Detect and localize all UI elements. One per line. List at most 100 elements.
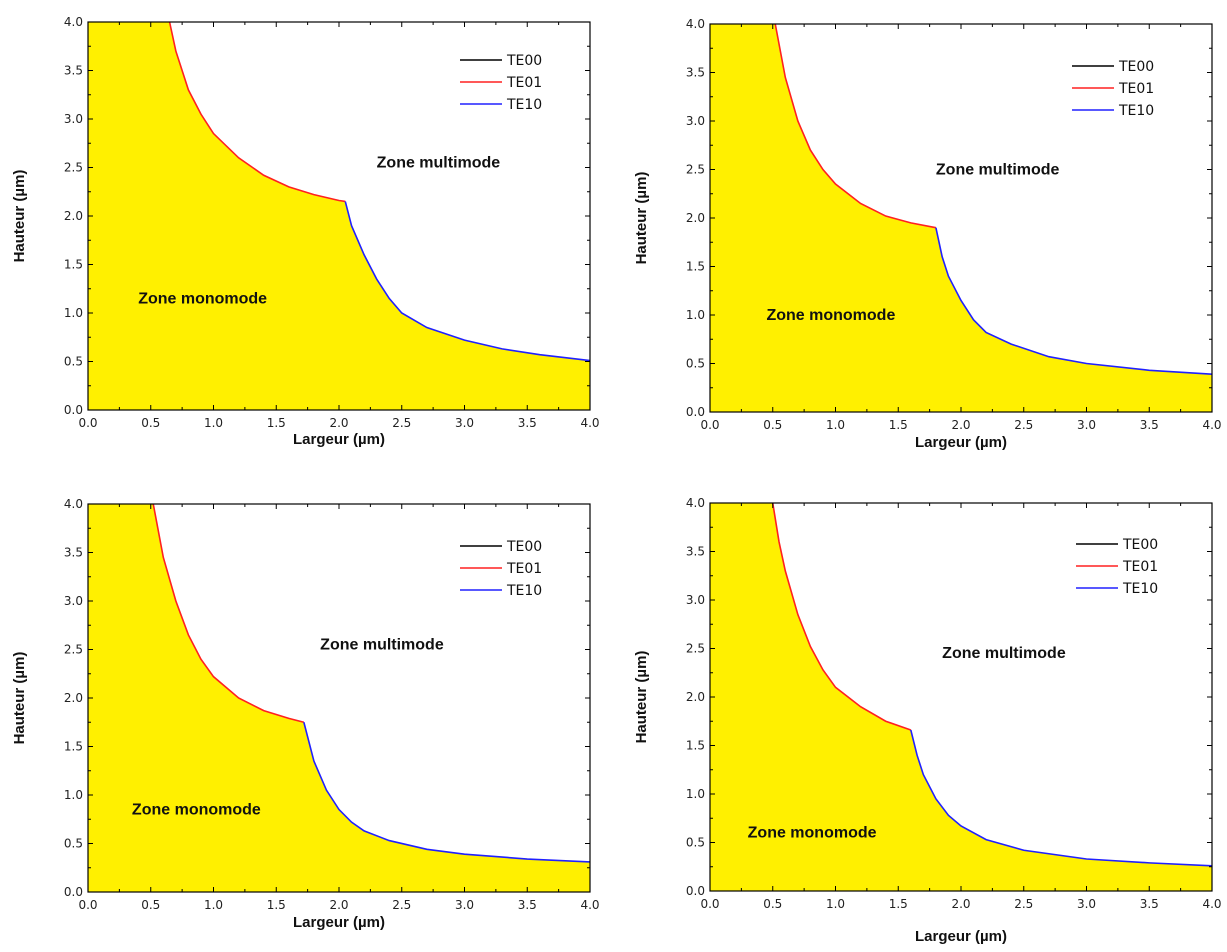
y-tick-label: 4.0 bbox=[686, 496, 705, 510]
y-tick-label: 2.5 bbox=[686, 642, 705, 656]
x-tick-label: 0.0 bbox=[78, 898, 97, 912]
x-tick-label: 1.0 bbox=[826, 418, 845, 432]
y-tick-label: 2.0 bbox=[64, 209, 83, 223]
te10-curve bbox=[935, 227, 1213, 375]
x-tick-label: 1.0 bbox=[826, 897, 845, 911]
legend-label-te00: TE00 bbox=[506, 539, 542, 555]
zone-multimode-label: Zone multimode bbox=[320, 637, 444, 654]
y-tick-label: 1.0 bbox=[64, 306, 83, 320]
te10-curve bbox=[910, 729, 1213, 867]
y-tick-label: 3.5 bbox=[686, 545, 705, 559]
y-tick-label: 0.0 bbox=[686, 405, 705, 419]
x-tick-label: 1.5 bbox=[889, 897, 908, 911]
x-tick-label: 3.0 bbox=[455, 416, 474, 430]
zone-multimode-label: Zone multimode bbox=[936, 161, 1060, 178]
x-tick-label: 2.0 bbox=[951, 897, 970, 911]
x-axis-title: Largeur (µm) bbox=[293, 914, 385, 931]
x-tick-label: 1.0 bbox=[204, 416, 223, 430]
legend-label-te10: TE10 bbox=[1118, 103, 1154, 119]
y-tick-label: 2.0 bbox=[686, 690, 705, 704]
legend-label-te00: TE00 bbox=[506, 53, 542, 69]
x-tick-label: 1.5 bbox=[889, 418, 908, 432]
y-tick-label: 0.5 bbox=[64, 355, 83, 369]
y-tick-label: 4.0 bbox=[64, 497, 83, 511]
y-tick-label: 4.0 bbox=[64, 15, 83, 29]
te01-curve bbox=[168, 21, 346, 203]
monomode-region bbox=[88, 22, 590, 410]
y-tick-label: 1.0 bbox=[686, 787, 705, 801]
y-tick-label: 0.0 bbox=[64, 885, 83, 899]
y-tick-label: 3.0 bbox=[64, 594, 83, 608]
x-tick-label: 0.5 bbox=[763, 418, 782, 432]
legend-label-te01: TE01 bbox=[1118, 81, 1154, 97]
x-tick-label: 4.0 bbox=[1202, 418, 1221, 432]
te10-curve bbox=[303, 722, 591, 863]
y-tick-label: 2.0 bbox=[64, 691, 83, 705]
x-tick-label: 2.5 bbox=[1014, 418, 1033, 432]
legend-label-te10: TE10 bbox=[1122, 581, 1158, 597]
legend-label-te00: TE00 bbox=[1122, 537, 1158, 553]
y-tick-label: 2.0 bbox=[686, 211, 705, 225]
x-tick-label: 2.0 bbox=[329, 416, 348, 430]
y-tick-label: 1.5 bbox=[64, 258, 83, 272]
y-tick-label: 0.0 bbox=[686, 884, 705, 898]
x-tick-label: 3.5 bbox=[518, 898, 537, 912]
y-axis-title: Hauteur (µm) bbox=[633, 651, 650, 744]
x-tick-label: 3.0 bbox=[455, 898, 474, 912]
x-tick-label: 0.5 bbox=[141, 416, 160, 430]
legend-label-te10: TE10 bbox=[506, 97, 542, 113]
y-tick-label: 3.5 bbox=[64, 546, 83, 560]
y-tick-label: 1.5 bbox=[686, 260, 705, 274]
te10-curve bbox=[344, 201, 591, 362]
y-tick-label: 3.0 bbox=[64, 112, 83, 126]
y-axis-title: Hauteur (µm) bbox=[633, 172, 650, 265]
zone-monomode-label: Zone monomode bbox=[138, 290, 267, 307]
y-tick-label: 2.5 bbox=[686, 163, 705, 177]
y-tick-label: 2.5 bbox=[64, 161, 83, 175]
monomode-region bbox=[710, 503, 1212, 891]
zone-monomode-label: Zone monomode bbox=[132, 801, 261, 818]
chart-panel-1: 0.0 0.5 1.0 1.5 2.0 2.5 3.0 3.5 4.0 0.0 0.5 1.0 1.5 2… bbox=[11, 15, 600, 448]
x-tick-label: 2.5 bbox=[392, 416, 411, 430]
y-tick-label: 3.5 bbox=[686, 66, 705, 80]
x-tick-label: 3.0 bbox=[1077, 418, 1096, 432]
x-tick-label: 3.5 bbox=[518, 416, 537, 430]
x-axis-title: Largeur (µm) bbox=[915, 928, 1007, 945]
y-tick-label: 4.0 bbox=[686, 17, 705, 31]
x-tick-label: 2.5 bbox=[1014, 897, 1033, 911]
x-tick-label: 2.5 bbox=[392, 898, 411, 912]
x-tick-label: 4.0 bbox=[1202, 897, 1221, 911]
x-tick-label: 0.5 bbox=[763, 897, 782, 911]
x-axis-title: Largeur (µm) bbox=[293, 431, 385, 448]
x-tick-label: 1.5 bbox=[267, 898, 286, 912]
x-tick-label: 1.5 bbox=[267, 416, 286, 430]
y-axis-title: Hauteur (µm) bbox=[11, 170, 28, 263]
y-tick-label: 0.5 bbox=[686, 836, 705, 850]
x-tick-label: 0.0 bbox=[78, 416, 97, 430]
chart-panel-3: 0.0 0.5 1.0 1.5 2.0 2.5 3.0 3.5 4.0 0.0 0.5 1.0 1.5 2… bbox=[11, 497, 600, 931]
y-tick-label: 0.5 bbox=[686, 357, 705, 371]
y-tick-label: 0.5 bbox=[64, 837, 83, 851]
chart-panel-2: 0.0 0.5 1.0 1.5 2.0 2.5 3.0 3.5 4.0 0.0 0.5 1.0 1.5 2… bbox=[633, 17, 1222, 451]
te01-curve bbox=[774, 23, 937, 229]
x-tick-label: 0.5 bbox=[141, 898, 160, 912]
x-tick-label: 0.0 bbox=[700, 418, 719, 432]
x-axis-title: Largeur (µm) bbox=[915, 434, 1007, 451]
y-tick-label: 2.5 bbox=[64, 643, 83, 657]
zone-monomode-label: Zone monomode bbox=[748, 825, 877, 842]
x-tick-label: 4.0 bbox=[580, 898, 599, 912]
zone-multimode-label: Zone multimode bbox=[942, 645, 1066, 662]
y-tick-label: 1.5 bbox=[686, 739, 705, 753]
x-tick-label: 3.5 bbox=[1140, 897, 1159, 911]
x-tick-label: 0.0 bbox=[700, 897, 719, 911]
x-tick-label: 4.0 bbox=[580, 416, 599, 430]
te01-curve bbox=[771, 502, 912, 731]
legend-label-te01: TE01 bbox=[1122, 559, 1158, 575]
y-tick-label: 0.0 bbox=[64, 403, 83, 417]
y-tick-label: 1.5 bbox=[64, 740, 83, 754]
monomode-region bbox=[88, 504, 590, 892]
legend-label-te10: TE10 bbox=[506, 583, 542, 599]
zone-multimode-label: Zone multimode bbox=[377, 155, 501, 172]
